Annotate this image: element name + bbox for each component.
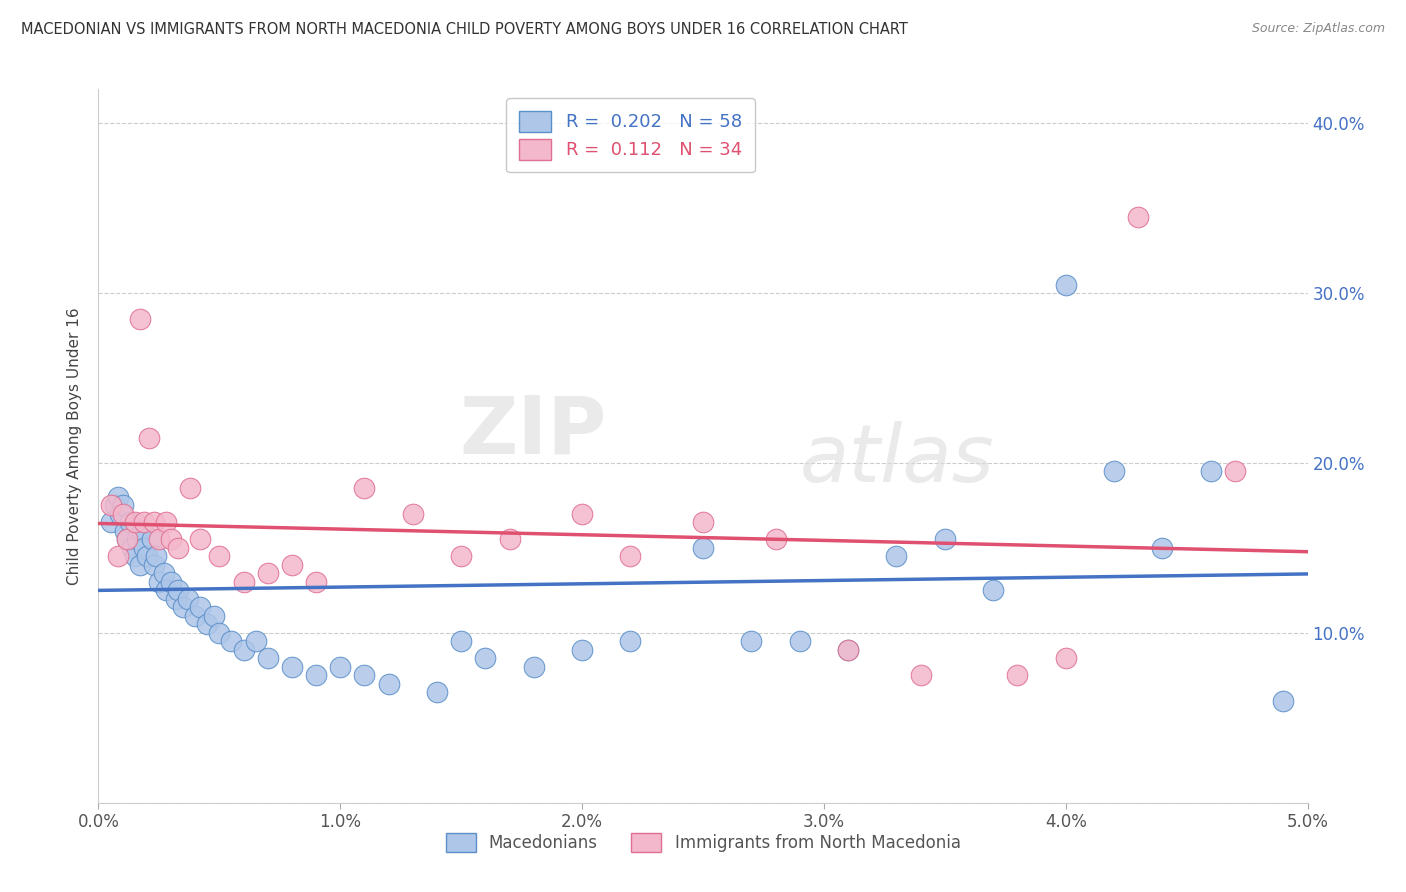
Point: [107, 490, 129, 504]
Point: [134, 541, 156, 555]
Point: [117, 533, 139, 547]
Point: [619, 634, 641, 648]
Point: [353, 482, 375, 496]
Legend: Macedonians, Immigrants from North Macedonia: Macedonians, Immigrants from North Maced…: [439, 826, 967, 859]
Point: [256, 651, 278, 665]
Point: [692, 516, 714, 530]
Point: [1152, 541, 1174, 555]
Point: [305, 574, 328, 589]
Point: [256, 566, 278, 581]
Point: [221, 634, 243, 648]
Point: [450, 634, 472, 648]
Point: [107, 549, 129, 564]
Point: [155, 583, 177, 598]
Point: [789, 634, 811, 648]
Point: [138, 430, 160, 444]
Point: [111, 499, 134, 513]
Text: ZIP: ZIP: [458, 392, 606, 471]
Point: [1054, 651, 1077, 665]
Point: [143, 558, 166, 572]
Y-axis label: Child Poverty Among Boys Under 16: Child Poverty Among Boys Under 16: [67, 307, 83, 585]
Point: [128, 558, 150, 572]
Point: [981, 583, 1004, 598]
Point: [329, 660, 352, 674]
Point: [141, 533, 163, 547]
Point: [155, 516, 177, 530]
Point: [179, 482, 201, 496]
Point: [135, 549, 157, 564]
Point: [152, 566, 174, 581]
Point: [1199, 465, 1222, 479]
Point: [127, 533, 149, 547]
Point: [195, 617, 218, 632]
Point: [692, 541, 714, 555]
Point: [1102, 465, 1125, 479]
Point: [208, 626, 231, 640]
Text: Source: ZipAtlas.com: Source: ZipAtlas.com: [1251, 22, 1385, 36]
Point: [167, 583, 190, 598]
Point: [131, 524, 153, 538]
Point: [934, 533, 956, 547]
Point: [111, 507, 134, 521]
Point: [498, 533, 520, 547]
Point: [245, 634, 267, 648]
Point: [165, 591, 187, 606]
Point: [148, 574, 170, 589]
Point: [523, 660, 546, 674]
Point: [426, 685, 449, 699]
Point: [167, 541, 190, 555]
Point: [121, 541, 143, 555]
Point: [100, 499, 122, 513]
Point: [377, 677, 399, 691]
Point: [124, 549, 146, 564]
Point: [208, 549, 231, 564]
Point: [124, 516, 146, 530]
Point: [353, 668, 375, 682]
Point: [177, 591, 200, 606]
Point: [910, 668, 932, 682]
Point: [160, 533, 183, 547]
Point: [571, 643, 593, 657]
Point: [145, 549, 167, 564]
Point: [128, 311, 150, 326]
Point: [143, 516, 166, 530]
Point: [619, 549, 641, 564]
Point: [765, 533, 787, 547]
Point: [232, 643, 254, 657]
Point: [1272, 694, 1295, 708]
Point: [172, 600, 194, 615]
Point: [188, 600, 211, 615]
Point: [837, 643, 859, 657]
Text: MACEDONIAN VS IMMIGRANTS FROM NORTH MACEDONIA CHILD POVERTY AMONG BOYS UNDER 16 : MACEDONIAN VS IMMIGRANTS FROM NORTH MACE…: [21, 22, 908, 37]
Point: [450, 549, 472, 564]
Point: [100, 516, 122, 530]
Point: [837, 643, 859, 657]
Point: [1007, 668, 1029, 682]
Point: [305, 668, 328, 682]
Point: [188, 533, 211, 547]
Point: [474, 651, 496, 665]
Point: [1223, 465, 1246, 479]
Point: [114, 524, 136, 538]
Point: [118, 516, 141, 530]
Point: [281, 558, 304, 572]
Point: [204, 608, 226, 623]
Point: [740, 634, 762, 648]
Point: [402, 507, 425, 521]
Point: [108, 507, 131, 521]
Point: [232, 574, 254, 589]
Point: [117, 533, 139, 547]
Point: [104, 499, 127, 513]
Point: [134, 516, 156, 530]
Text: atlas: atlas: [800, 421, 994, 500]
Point: [1054, 277, 1077, 292]
Point: [148, 533, 170, 547]
Point: [184, 608, 207, 623]
Point: [571, 507, 593, 521]
Point: [1128, 210, 1150, 224]
Point: [281, 660, 304, 674]
Point: [886, 549, 908, 564]
Point: [160, 574, 183, 589]
